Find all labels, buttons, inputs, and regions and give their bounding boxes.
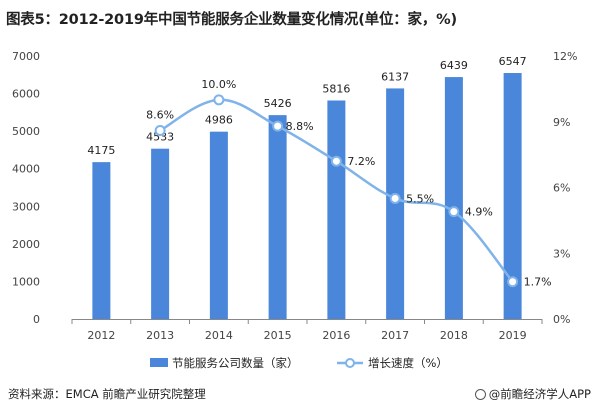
growth-point <box>272 120 284 132</box>
x-tick-label: 2018 <box>440 329 468 342</box>
y-left-tick-label: 7000 <box>12 50 40 63</box>
growth-point <box>507 276 519 288</box>
bar <box>92 162 111 319</box>
legend-bar-swatch <box>150 358 168 367</box>
legend-bar-label: 节能服务公司数量（家） <box>172 356 299 370</box>
x-tick-label: 2017 <box>381 329 409 342</box>
x-tick-label: 2013 <box>146 329 174 342</box>
growth-point <box>448 206 460 218</box>
legend-line-marker <box>345 358 355 368</box>
growth-point <box>213 94 225 106</box>
y-right-tick-label: 6% <box>553 182 570 195</box>
y-left-tick-label: 1000 <box>12 275 40 288</box>
x-tick-label: 2012 <box>87 329 115 342</box>
bar <box>268 115 287 320</box>
bar-value-label: 5426 <box>264 97 292 110</box>
growth-value-label: 7.2% <box>347 155 375 168</box>
y-left-tick-label: 6000 <box>12 88 40 101</box>
bar-value-label: 5816 <box>322 82 350 95</box>
brand-credit: @前瞻经济学人APP <box>474 386 591 402</box>
growth-value-label: 1.7% <box>524 276 552 289</box>
bar-value-label: 4175 <box>87 144 115 157</box>
bar-value-label: 4533 <box>146 131 174 144</box>
brand-logo-icon <box>474 389 486 400</box>
bar <box>151 148 170 319</box>
bar <box>209 131 228 319</box>
growth-value-label: 5.5% <box>406 192 434 205</box>
y-left-tick-label: 3000 <box>12 200 40 213</box>
growth-value-label: 8.6% <box>146 109 174 122</box>
y-right-tick-label: 3% <box>553 247 570 260</box>
bar-value-label: 6439 <box>440 59 468 72</box>
growth-point <box>154 125 166 137</box>
legend-line-label: 增长速度（%） <box>368 356 448 370</box>
y-left-tick-label: 2000 <box>12 238 40 251</box>
y-right-tick-label: 0% <box>553 313 570 326</box>
y-right-tick-label: 12% <box>553 50 577 63</box>
growth-value-label: 10.0% <box>201 78 236 91</box>
chart-title: 图表5：2012-2019年中国节能服务企业数量变化情况(单位：家，%) <box>6 12 457 28</box>
bar <box>444 77 463 319</box>
bar <box>503 73 522 319</box>
growth-point <box>389 192 401 204</box>
growth-value-label: 8.8% <box>286 120 314 133</box>
source-note: 资料来源：EMCA 前瞻产业研究院整理 <box>8 387 206 401</box>
y-left-tick-label: 0 <box>33 313 40 326</box>
growth-value-label: 4.9% <box>465 206 493 219</box>
y-left-tick-label: 5000 <box>12 125 40 138</box>
bar-value-label: 4986 <box>205 114 233 127</box>
x-tick-label: 2019 <box>499 329 527 342</box>
bar-value-label: 6137 <box>381 70 409 83</box>
y-right-tick-label: 9% <box>553 116 570 129</box>
y-left-tick-label: 4000 <box>12 163 40 176</box>
bar-value-label: 6547 <box>499 55 527 68</box>
x-tick-label: 2014 <box>205 329 233 342</box>
bar <box>327 100 346 319</box>
x-tick-label: 2016 <box>322 329 350 342</box>
x-tick-label: 2015 <box>264 329 292 342</box>
brand-label: @前瞻经济学人APP <box>488 387 591 401</box>
growth-point <box>330 155 342 167</box>
